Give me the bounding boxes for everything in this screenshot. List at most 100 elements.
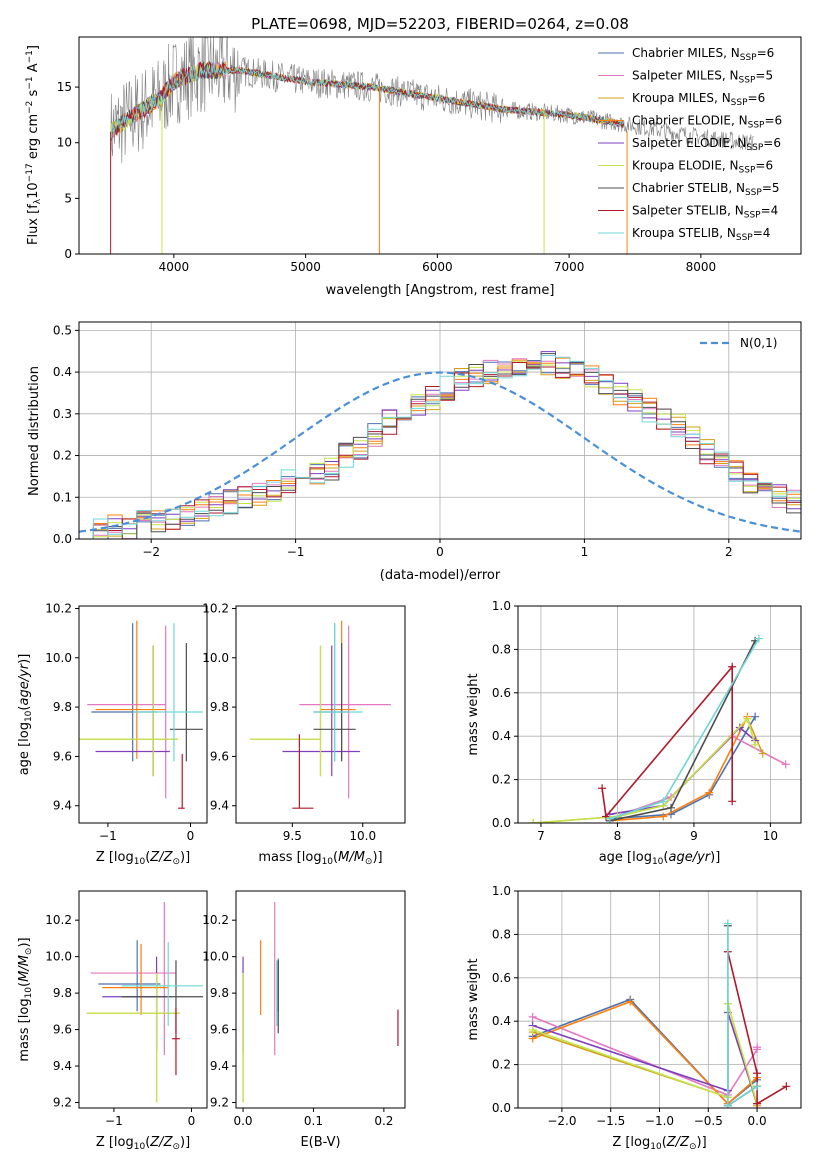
weight-marker: [782, 1082, 791, 1091]
x-tick-label: 8: [614, 829, 622, 843]
weight-marker: [751, 712, 760, 721]
weight-marker: [666, 803, 675, 812]
y-tick-label: 9.8: [53, 700, 72, 714]
weight-marker: [753, 1069, 762, 1078]
plot-area-age_vs_Z: [79, 620, 203, 809]
weight-line-chabrier-elodie: [609, 716, 749, 822]
y-tick-label: 9.8: [210, 986, 229, 1000]
y-tick-label: 9.4: [53, 1059, 72, 1073]
x-tick-label: −0.5: [694, 1114, 723, 1128]
x-axis-label: Z [log10(Z/Z⊙)]: [612, 1135, 706, 1152]
x-tick-label: 6000: [422, 260, 453, 274]
x-axis-label: E(B-V): [300, 1135, 340, 1150]
chart-age_vs_Z: −1 0 9.4 9.6 9.8 10.0 10.2 Z [log10(Z/Z⊙)] age […: [17, 601, 208, 867]
chart-weight_vs_age: 7 8 9 10 0.0 0.2 0.4 0.6 0.8 1.0 age [log10(age/yr…: [466, 599, 802, 867]
y-tick-label: 10.0: [45, 651, 72, 665]
legend-label: Kroupa STELIB, NSSP=4: [632, 226, 770, 243]
y-tick-label: 10: [57, 136, 72, 150]
plot-area-mass_vs_EBV: [242, 901, 399, 1103]
y-tick-label: 0.8: [492, 927, 511, 941]
weight-marker: [605, 814, 614, 823]
y-tick-label: 5: [64, 191, 72, 205]
x-tick-label: −1.0: [645, 1114, 674, 1128]
y-axis-label: Normed distribution: [27, 366, 42, 496]
y-tick-label: 1.0: [492, 599, 511, 613]
y-tick-label: 0.8: [492, 642, 511, 656]
weight-marker: [728, 662, 737, 671]
y-axis-label: mass [log10(M/M⊙)]: [17, 937, 34, 1061]
chart-mass_vs_Z: −1 0 9.2 9.4 9.6 9.8 10.0 10.2 Z [log10(Z/Z⊙)] ma…: [17, 890, 208, 1152]
weight-marker: [528, 1025, 537, 1034]
weight-marker: [751, 740, 760, 749]
weight-marker: [529, 819, 538, 823]
x-tick-label: 2: [725, 545, 733, 559]
legend-label: Kroupa ELODIE, NSSP=6: [632, 159, 773, 176]
x-tick-label: 0.0: [748, 1114, 767, 1128]
x-tick-label: 9.5: [283, 829, 302, 843]
x-tick-label: 0.0: [233, 1114, 252, 1128]
y-tick-label: 10.2: [45, 601, 72, 615]
y-tick-label: 10.2: [202, 601, 229, 615]
hist-kroupa-stelib: [79, 355, 801, 539]
legend-spectrum: Chabrier MILES, NSSP=6 Salpeter MILES, NS…: [598, 46, 782, 243]
chart-spectrum: 4000 5000 6000 7000 8000 0 5 10 15 Chabrier MILES…: [25, 36, 802, 298]
weight-marker: [528, 1012, 537, 1021]
weight-line-salpeter-miles: [532, 1016, 758, 1096]
x-tick-label: 0: [436, 545, 444, 559]
weight-marker: [705, 788, 714, 797]
x-tick-label: −2: [142, 545, 160, 559]
y-tick-label: 0.6: [492, 686, 511, 700]
y-tick-label: 10.2: [45, 913, 72, 927]
x-tick-label: 0: [188, 1114, 196, 1128]
y-tick-label: 9.6: [53, 749, 72, 763]
weight-line-kroupa-stelib: [609, 638, 760, 820]
y-tick-label: 0.4: [53, 365, 72, 379]
weight-marker: [753, 1082, 762, 1091]
y-tick-label: 9.4: [210, 1059, 229, 1073]
figure-title: PLATE=0698, MJD=52203, FIBERID=0264, z=0…: [251, 15, 629, 33]
x-tick-label: 9: [690, 829, 698, 843]
y-tick-label: 0.2: [492, 773, 511, 787]
x-tick-label: −1: [99, 829, 117, 843]
axes-frame: [78, 890, 208, 1109]
weight-marker: [758, 749, 767, 758]
y-tick-label: 10.0: [202, 950, 229, 964]
weight-line-chabrier-elodie: [532, 1000, 758, 1105]
x-tick-label: 0.1: [304, 1114, 323, 1128]
weight-marker: [781, 760, 790, 769]
plot-area-age_vs_mass: [250, 620, 391, 809]
legend-label: Chabrier ELODIE, NSSP=6: [632, 114, 782, 131]
legend-label: Salpeter STELIB, NSSP=4: [632, 204, 778, 221]
weight-marker: [659, 797, 668, 806]
x-tick-label: 0: [187, 829, 195, 843]
x-axis-label: wavelength [Angstrom, rest frame]: [326, 283, 555, 298]
plot-area-weight_vs_Z: [528, 919, 791, 1108]
y-tick-label: 0.4: [492, 1014, 511, 1028]
y-tick-label: 0: [64, 247, 72, 261]
weight-marker: [728, 797, 737, 806]
x-tick-label: −2.0: [547, 1114, 576, 1128]
x-tick-label: −1.5: [596, 1114, 625, 1128]
axes-frame: [78, 605, 208, 824]
y-tick-label: 0.6: [492, 971, 511, 985]
y-tick-label: 9.8: [210, 700, 229, 714]
y-tick-label: 0.0: [53, 532, 72, 546]
legend-label: N(0,1): [740, 336, 777, 350]
y-tick-label: 0.4: [492, 729, 511, 743]
y-tick-label: 0.1: [53, 490, 72, 504]
axes-frame: [235, 890, 406, 1109]
weight-marker: [528, 1034, 537, 1043]
plot-area-mass_vs_Z: [86, 901, 204, 1103]
weight-line-salpeter-miles: [609, 735, 787, 820]
y-tick-label: 9.6: [210, 1023, 229, 1037]
y-axis-label: mass weight: [466, 958, 481, 1040]
x-tick-label: 10.0: [349, 829, 376, 843]
y-axis-label: mass weight: [466, 673, 481, 755]
y-tick-label: 1.0: [492, 884, 511, 898]
y-tick-label: 9.4: [210, 799, 229, 813]
y-tick-label: 0.5: [53, 323, 72, 337]
legend-label: Kroupa MILES, NSSP=6: [632, 91, 765, 108]
chart-residuals: −2 −1 0 1 2 0.0 0.1 0.2 0.3 0.4 0.5 N(0,1) (data-mod…: [27, 321, 802, 583]
plot-area-spectrum: [110, 37, 754, 254]
